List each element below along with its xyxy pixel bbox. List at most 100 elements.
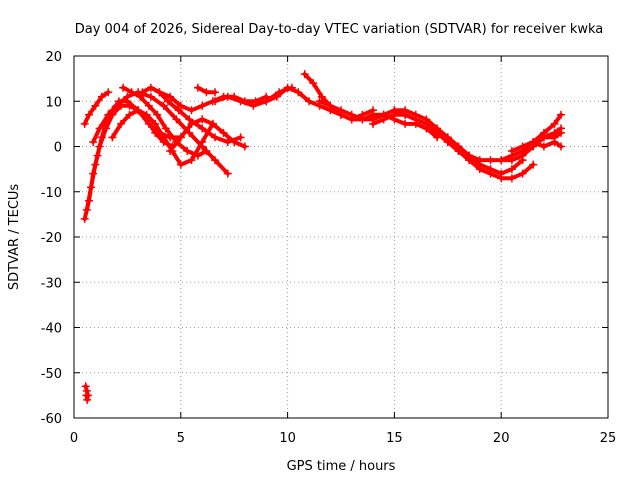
data-point <box>379 115 388 124</box>
x-tick-label: 15 <box>386 431 403 446</box>
data-point <box>401 110 410 119</box>
data-point <box>347 110 356 119</box>
data-point <box>155 88 164 97</box>
data-point <box>198 115 207 124</box>
data-point <box>202 88 211 97</box>
data-point <box>176 101 185 110</box>
series-sat-k <box>211 83 296 110</box>
data-point <box>443 138 452 146</box>
data-point <box>104 110 113 119</box>
data-point <box>183 147 192 155</box>
data-point <box>83 395 92 404</box>
data-point <box>249 101 258 110</box>
data-point <box>187 156 196 165</box>
y-tick-label: -20 <box>41 231 62 246</box>
data-point <box>153 110 162 119</box>
data-point <box>518 142 527 151</box>
series-sat-e <box>119 83 211 160</box>
data-point <box>236 133 245 142</box>
data-point <box>174 106 183 115</box>
axis-ticks <box>73 55 609 419</box>
data-point <box>411 115 420 124</box>
data-point <box>507 174 516 183</box>
x-tick-label: 0 <box>70 431 78 446</box>
data-point <box>151 128 160 137</box>
data-point <box>550 138 559 146</box>
data-point <box>390 110 399 119</box>
data-point <box>136 92 145 101</box>
series-sat-j <box>193 83 219 97</box>
data-point <box>529 138 538 146</box>
data-point <box>198 138 207 146</box>
y-tick-label: -10 <box>41 186 62 201</box>
data-point <box>95 142 104 151</box>
data-point <box>550 128 559 137</box>
data-point <box>518 169 527 178</box>
data-point <box>326 101 335 110</box>
data-point <box>117 119 125 128</box>
data-point <box>557 142 565 151</box>
data-point <box>125 110 134 119</box>
data-point <box>123 92 132 101</box>
data-point <box>146 92 155 101</box>
data-point <box>223 169 232 178</box>
data-point <box>497 174 506 183</box>
chart-title: Day 004 of 2026, Sidereal Day-to-day VTE… <box>75 22 604 37</box>
data-point <box>309 79 318 88</box>
y-tick-label: 10 <box>45 95 62 110</box>
x-tick-label: 25 <box>600 431 617 446</box>
data-point <box>80 119 89 128</box>
data-point <box>127 88 136 97</box>
data-point <box>187 119 196 128</box>
data-point <box>119 83 128 92</box>
data-point <box>272 92 281 101</box>
x-tick-label: 20 <box>493 431 510 446</box>
data-point <box>507 147 516 155</box>
data-point <box>97 92 106 101</box>
data-point <box>283 83 292 92</box>
data-point <box>317 92 326 101</box>
x-tick-labels: 0 5 10 15 20 25 <box>70 431 616 446</box>
series-sat-u <box>529 138 565 151</box>
data-point <box>172 115 181 124</box>
y-tick-label: -30 <box>41 276 62 291</box>
data-point <box>176 160 185 169</box>
data-point <box>82 205 91 214</box>
data-point <box>91 160 100 169</box>
data-point <box>142 110 151 119</box>
data-point <box>198 101 207 110</box>
series-line <box>121 85 209 158</box>
data-point <box>433 128 442 137</box>
data-point <box>80 214 89 223</box>
data-point <box>315 97 324 106</box>
data-point <box>198 124 207 133</box>
y-tick-label: -60 <box>41 412 62 427</box>
series-sat-n <box>315 97 442 142</box>
data-point <box>294 88 303 97</box>
data-point <box>151 119 160 128</box>
series-group <box>80 70 565 404</box>
data-point <box>81 382 90 391</box>
data-point <box>240 142 249 151</box>
y-tick-label: 0 <box>54 141 62 156</box>
data-point <box>159 133 168 142</box>
data-point <box>211 133 219 142</box>
data-point <box>422 119 431 128</box>
data-point <box>134 106 143 115</box>
series-line <box>82 99 183 221</box>
data-point <box>108 133 117 142</box>
data-point <box>486 156 495 165</box>
data-point <box>85 110 93 119</box>
data-point <box>211 97 219 106</box>
y-axis-label: SDTVAR / TECUs <box>7 184 22 291</box>
data-point <box>401 119 410 128</box>
y-tick-label: -40 <box>41 322 62 337</box>
series-line <box>531 140 563 149</box>
data-point <box>223 92 232 101</box>
series-sat-d <box>89 88 232 178</box>
data-point <box>497 156 506 165</box>
series-sat-f <box>138 83 245 146</box>
data-point <box>507 165 516 174</box>
data-point <box>95 124 104 133</box>
